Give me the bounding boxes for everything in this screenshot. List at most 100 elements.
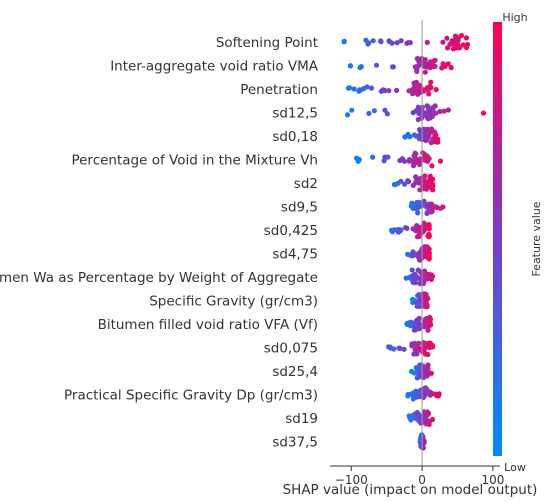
shap-point — [458, 32, 465, 39]
shap-point — [394, 87, 400, 93]
shap-point — [422, 173, 428, 179]
shap-point — [423, 292, 429, 298]
shap-point — [437, 108, 443, 115]
shap-point — [410, 110, 416, 116]
shap-point — [415, 133, 421, 139]
shap-point — [424, 158, 431, 164]
shap-point — [386, 38, 392, 45]
shap-point — [415, 116, 421, 123]
shap-point — [415, 199, 421, 205]
shap-point — [404, 225, 410, 231]
shap-point — [415, 210, 421, 216]
shap-point — [416, 394, 422, 400]
feature-label: Softening Point — [216, 35, 318, 51]
shap-point — [464, 41, 471, 48]
shap-point — [341, 38, 347, 44]
shap-point — [428, 79, 434, 85]
shap-point — [424, 135, 430, 141]
shap-point — [422, 385, 428, 391]
shap-point — [384, 111, 390, 117]
shap-point — [421, 222, 427, 228]
shap-point — [387, 344, 393, 350]
shap-point — [358, 64, 364, 70]
shap-point — [427, 176, 433, 182]
shap-point — [408, 417, 414, 423]
shap-point — [422, 246, 428, 253]
feature-label: sd0,425 — [264, 223, 318, 239]
shap-point — [414, 251, 420, 257]
shap-point — [421, 88, 427, 94]
shap-point — [414, 416, 420, 422]
shap-point — [440, 61, 446, 67]
shap-point — [398, 178, 404, 184]
shap-point — [427, 115, 433, 121]
shap-point — [421, 344, 427, 350]
shap-point — [371, 108, 377, 114]
shap-point — [397, 345, 403, 351]
feature-label: sd19 — [285, 411, 318, 427]
shap-point — [413, 280, 419, 286]
shap-point — [425, 104, 431, 110]
shap-point — [370, 38, 376, 44]
feature-label: Percentage of Void in the Mixture Vh — [71, 153, 318, 169]
shap-point — [407, 40, 413, 46]
shap-point — [394, 40, 400, 46]
feature-label: sd12,5 — [272, 106, 318, 122]
colorbar-high-label: High — [502, 11, 527, 24]
shap-point — [351, 86, 357, 92]
shap-point — [421, 177, 427, 183]
shap-point — [426, 344, 433, 351]
shap-point — [416, 161, 422, 167]
shap-point — [412, 160, 418, 166]
shap-point — [401, 346, 407, 352]
shap-point — [425, 389, 432, 395]
shap-point — [480, 110, 487, 116]
shap-point — [407, 156, 413, 163]
shap-point — [393, 181, 399, 188]
shap-point — [411, 351, 417, 357]
colorbar-low-label: Low — [504, 461, 526, 474]
shap-point — [460, 42, 466, 48]
shap-point — [355, 158, 361, 164]
feature-label: sd2 — [294, 176, 318, 192]
x-axis: −100 0 100 — [330, 465, 504, 487]
shap-point — [438, 205, 444, 211]
shap-point — [413, 365, 419, 371]
shap-point — [433, 204, 439, 210]
shap-point — [414, 375, 420, 381]
shap-point — [447, 41, 453, 47]
shap-point — [452, 33, 459, 39]
shap-point — [427, 320, 433, 326]
shap-point — [373, 62, 380, 68]
shap-point — [426, 233, 432, 239]
shap-point — [420, 416, 426, 422]
shap-point — [417, 276, 423, 282]
shap-point — [406, 413, 412, 419]
shap-point — [345, 112, 351, 118]
shap-point — [418, 362, 424, 368]
feature-label: sd0,18 — [272, 129, 318, 145]
feature-label: sd25,4 — [272, 364, 318, 380]
shap-point — [397, 157, 403, 164]
shap-point — [413, 79, 419, 85]
shap-point — [433, 132, 439, 138]
shap-point — [410, 251, 416, 257]
shap-point — [427, 83, 433, 90]
shap-point — [412, 64, 418, 70]
shap-point — [398, 38, 404, 44]
feature-label: sd4,75 — [272, 247, 318, 263]
shap-point — [426, 209, 432, 215]
shap-point — [398, 227, 404, 233]
shap-point — [418, 436, 424, 442]
shap-point — [414, 68, 420, 74]
shap-point — [389, 229, 396, 235]
x-tick-label: 0 — [418, 473, 426, 487]
shap-point — [406, 88, 412, 94]
shap-point — [409, 267, 415, 273]
shap-point — [425, 362, 431, 368]
shap-point — [424, 153, 430, 159]
colorbar-title: Feature value — [530, 201, 543, 276]
shap-point — [415, 85, 421, 91]
shap-point — [415, 301, 421, 307]
shap-point — [386, 88, 392, 94]
